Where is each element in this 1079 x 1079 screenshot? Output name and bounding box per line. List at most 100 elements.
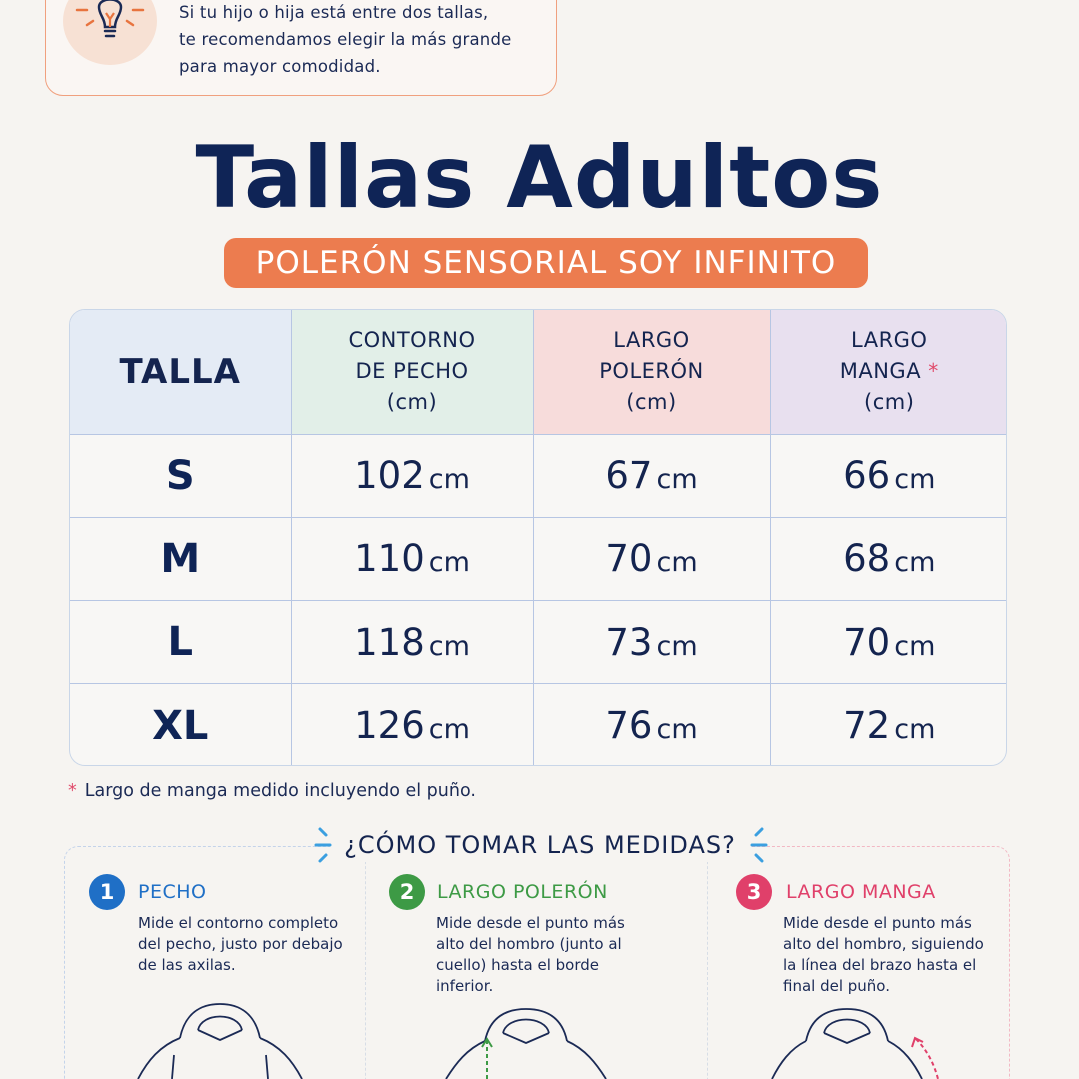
unit-label: cm [656,464,698,496]
desc-line: Mide desde el punto más [783,914,972,932]
length-cell: 70 cm [533,517,771,602]
tip-line: te recomendamos elegir la más grande [179,30,512,49]
header-chest-line: CONTORNO [348,328,476,353]
unit-label: cm [428,464,470,496]
size-table: TALLA CONTORNO DE PECHO (cm) LARGO POLER… [69,309,1007,766]
chest-cell: 110 cm [291,517,534,602]
unit-label: cm [656,630,698,662]
footnote-text: Largo de manga medido incluyendo el puño… [84,781,476,801]
table-row: M 110 cm 70 cm 68 cm [70,517,1006,602]
header-chest-line: DE PECHO [355,359,469,384]
asterisk-mark: * [928,359,939,384]
unit-label: cm [894,630,936,662]
step-number-1: 1 [89,874,125,910]
hoodie-chest-illustration [137,1003,303,1079]
step-card-sleeve [708,846,1010,1079]
sleeve-value: 68 [843,537,891,581]
length-cell: 73 cm [533,600,771,685]
size-cell: L [70,600,292,685]
chest-value: 126 [354,704,425,748]
chest-value: 110 [354,537,425,581]
footnote: * Largo de manga medido incluyendo el puñ… [68,781,476,801]
sleeve-cell: 70 cm [770,600,1006,685]
sleeve-cell: 66 cm [770,434,1006,518]
subtitle-badge: POLERÓN SENSORIAL SOY INFINITO [224,238,868,288]
unit-label: cm [656,714,698,746]
sleeve-cell: 72 cm [770,684,1006,765]
step-desc-sleeve: Mide desde el punto más alto del hombro,… [783,913,984,997]
page-title: Tallas Adultos [195,128,884,228]
step-title-sleeve: LARGO MANGA [786,881,936,903]
unit-label: cm [428,714,470,746]
header-sleeve-line: LARGO [851,328,928,353]
header-chest-unit: (cm) [386,390,438,415]
hoodie-sleeve-illustration [771,1008,939,1079]
chest-cell: 118 cm [291,600,534,685]
step-title-length: LARGO POLERÓN [437,881,608,903]
step-title-chest: PECHO [138,881,207,903]
desc-line: la línea del brazo hasta el [783,956,977,974]
length-value: 67 [605,454,653,498]
header-sleeve-unit: (cm) [864,390,915,415]
chest-value: 102 [354,454,425,498]
header-sleeve-line: MANGA * [771,356,1007,387]
desc-line: final del puño. [783,977,890,995]
tip-text: Si tu hijo o hija está entre dos tallas,… [179,0,549,80]
hoodie-length-illustration [445,1008,607,1079]
header-sleeve: LARGO MANGA * (cm) [770,310,1007,435]
length-value: 73 [605,620,653,664]
header-length: LARGO POLERÓN (cm) [533,310,771,435]
unit-label: cm [428,630,470,662]
header-chest: CONTORNO DE PECHO (cm) [291,310,534,435]
size-cell: M [70,517,292,602]
tip-line: Si tu hijo o hija está entre dos tallas, [179,3,489,22]
unit-label: cm [428,547,470,579]
desc-line: Mide desde el punto más [436,914,625,932]
sleeve-value: 66 [843,454,891,498]
desc-line: alto del hombro (junto al [436,935,622,953]
table-header-row: TALLA CONTORNO DE PECHO (cm) LARGO POLER… [70,310,1007,435]
table-row: S 102 cm 67 cm 66 cm [70,434,1006,518]
unit-label: cm [656,547,698,579]
unit-label: cm [894,464,936,496]
tip-line: para mayor comodidad. [179,57,381,76]
table-row: L 118 cm 73 cm 70 cm [70,600,1006,685]
how-to-measure-title: ¿CÓMO TOMAR LAS MEDIDAS? [330,828,750,862]
sleeve-value: 70 [843,620,891,664]
desc-line: de las axilas. [138,956,236,974]
desc-line: alto del hombro, siguiendo [783,935,984,953]
step-desc-length: Mide desde el punto más alto del hombro … [436,913,625,997]
chest-cell: 102 cm [291,434,534,518]
header-length-unit: (cm) [626,390,677,415]
desc-line: cuello) hasta el borde [436,956,599,974]
header-length-line: LARGO [613,328,690,353]
chest-cell: 126 cm [291,683,534,765]
length-value: 76 [605,704,653,748]
size-cell: XL [70,683,292,765]
step-number-2: 2 [389,874,425,910]
sparkle-right-icon [750,827,768,863]
step-card-chest [64,846,366,1079]
step-number-3: 3 [736,874,772,910]
unit-label: cm [894,714,936,746]
header-sleeve-text: MANGA [839,359,922,384]
unit-label: cm [894,547,936,579]
step-card-length [365,846,708,1079]
length-value: 70 [605,537,653,581]
desc-line: inferior. [436,977,494,995]
header-length-line: POLERÓN [599,359,704,384]
table-row: XL 126 cm 76 cm 72 cm [70,683,1006,765]
length-cell: 67 cm [533,434,771,518]
length-cell: 76 cm [533,683,771,765]
header-size: TALLA [70,310,292,435]
sparkle-left-icon [314,827,332,863]
lightbulb-icon [63,0,157,65]
footnote-mark: * [68,781,77,801]
desc-line: del pecho, justo por debajo [138,935,343,953]
desc-line: Mide el contorno completo [138,914,339,932]
tip-box: Si tu hijo o hija está entre dos tallas,… [45,0,557,96]
chest-value: 118 [354,620,425,664]
sleeve-value: 72 [843,704,891,748]
sleeve-cell: 68 cm [770,517,1006,602]
step-desc-chest: Mide el contorno completo del pecho, jus… [138,913,343,976]
